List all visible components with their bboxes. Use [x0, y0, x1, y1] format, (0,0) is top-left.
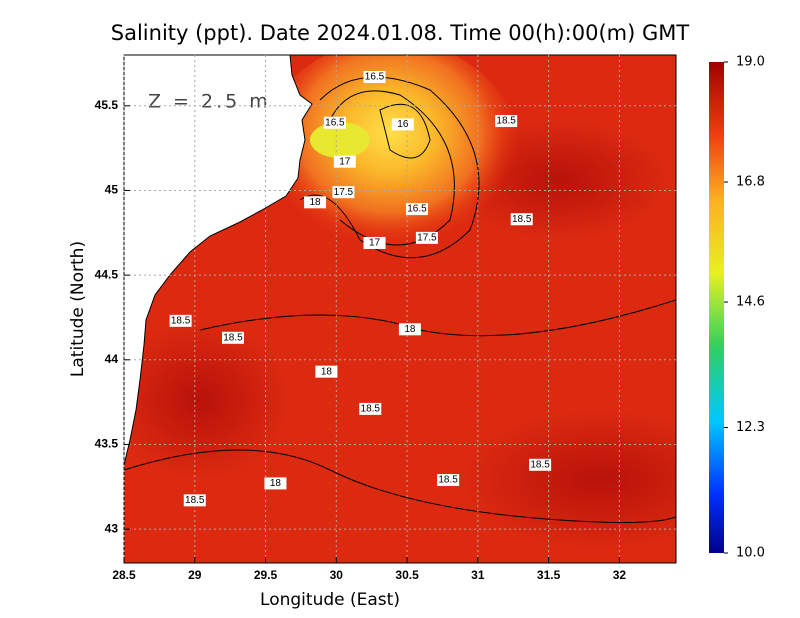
- contour-label-box: [510, 213, 533, 226]
- contour-label: 17.5: [334, 187, 354, 198]
- contour-label: 18.5: [438, 475, 458, 486]
- contour-label-box: [391, 118, 414, 131]
- x-tick-label: 30: [330, 568, 344, 582]
- contour-label-box: [495, 115, 518, 128]
- contour-label-box: [221, 331, 244, 344]
- x-tick-label: 32: [613, 568, 627, 582]
- x-tick-label: 30.5: [395, 568, 419, 582]
- contour-label-box: [183, 494, 206, 507]
- y-tick-label: 44: [105, 352, 119, 366]
- colorbar: [709, 62, 724, 553]
- colorbar-tick-label: 16.8: [736, 175, 765, 190]
- annotation: Z = 2.5 m: [148, 91, 271, 113]
- contour-label-box: [437, 474, 460, 487]
- colorbar-tick-label: 12.3: [736, 420, 765, 435]
- contour-label: 18: [310, 197, 322, 208]
- contour-label-box: [363, 71, 386, 84]
- contour-label: 18.5: [530, 459, 550, 470]
- contour-label: 17.5: [417, 233, 437, 244]
- contour-label-box: [333, 155, 356, 168]
- x-axis-label: Longitude (East): [260, 590, 400, 610]
- chart-title: Salinity (ppt). Date 2024.01.08. Time 00…: [111, 21, 690, 45]
- x-tick-label: 31.5: [537, 568, 561, 582]
- land: [124, 55, 313, 466]
- contour-label-box: [363, 236, 386, 249]
- contour-label-box: [415, 231, 438, 244]
- field: [124, 55, 676, 563]
- contour-label: 18.5: [512, 214, 532, 225]
- colorbar-tick-label: 19.0: [736, 55, 765, 70]
- shade: [460, 410, 676, 550]
- x-tick-label: 31: [471, 568, 485, 582]
- contour-label: 18: [270, 478, 282, 489]
- contour-label-box: [398, 323, 421, 336]
- contour-label: 18: [404, 324, 416, 335]
- contour: [379, 103, 431, 159]
- y-tick-label: 45.5: [95, 98, 119, 112]
- y-tick-label: 44.5: [95, 267, 119, 281]
- colorbar-tick-label: 10.0: [736, 546, 765, 561]
- contour-label: 18.5: [185, 495, 205, 506]
- x-tick-label: 29.5: [254, 568, 278, 582]
- plume-core: [310, 122, 370, 158]
- contour: [124, 449, 676, 523]
- contour-label-box: [264, 477, 287, 490]
- y-tick-label: 45: [105, 183, 119, 197]
- y-tick-label: 43: [105, 521, 119, 535]
- contour-label-box: [169, 314, 192, 327]
- contour-label: 18.5: [171, 315, 191, 326]
- contour-label-box: [359, 402, 382, 415]
- contour-label: 18.5: [496, 116, 516, 127]
- y-tick-label: 43.5: [95, 437, 119, 451]
- contour-label-box: [332, 186, 355, 199]
- contour-label-box: [304, 196, 327, 209]
- y-axis-label: Latitude (North): [68, 241, 88, 377]
- plume: [260, 55, 520, 270]
- contour-label: 17: [369, 238, 381, 249]
- contour-label: 17: [339, 156, 351, 167]
- contour-label-box: [405, 203, 428, 216]
- contour-label: 16: [397, 119, 409, 130]
- contour: [299, 76, 480, 259]
- contour-label: 16.5: [365, 72, 385, 83]
- contour-label: 18.5: [361, 404, 381, 415]
- contour-label-box: [323, 116, 346, 129]
- contour-label: 18: [321, 366, 333, 377]
- contour: [329, 90, 455, 246]
- contour-label-box: [315, 365, 338, 378]
- contour-label-box: [529, 458, 552, 471]
- contour-label: 18.5: [223, 332, 243, 343]
- plot-frame: [123, 54, 677, 564]
- contour-label: 16.5: [325, 117, 345, 128]
- colorbar-tick-label: 14.6: [736, 295, 765, 310]
- x-tick-label: 29: [188, 568, 202, 582]
- x-tick-label: 28.5: [112, 568, 136, 582]
- contour-label: 16.5: [407, 204, 427, 215]
